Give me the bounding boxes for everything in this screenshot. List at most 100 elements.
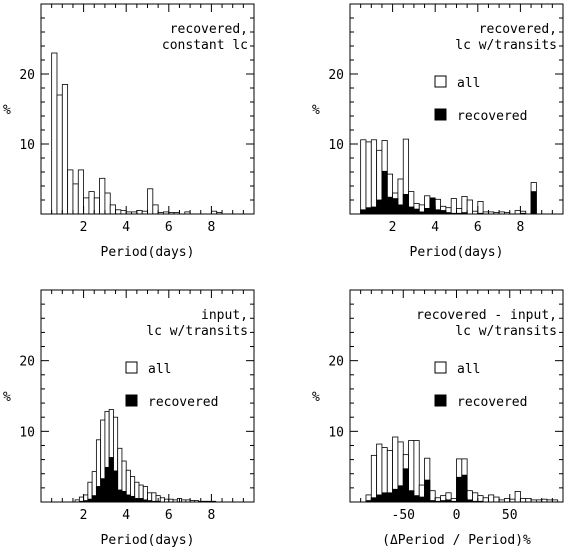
bar bbox=[381, 170, 388, 215]
legend-swatch bbox=[434, 108, 447, 121]
bar bbox=[104, 192, 111, 215]
legend-swatch bbox=[125, 361, 138, 374]
x-tick-label: 2 bbox=[80, 220, 88, 235]
panel-annotation: recovered, bbox=[170, 22, 248, 37]
bar bbox=[51, 52, 58, 215]
bar bbox=[488, 494, 495, 503]
bar bbox=[83, 197, 90, 215]
bar bbox=[370, 139, 378, 215]
bar bbox=[530, 191, 537, 215]
y-tick-label: 10 bbox=[328, 425, 344, 440]
bar bbox=[138, 498, 144, 503]
bar bbox=[504, 498, 511, 503]
y-tick-label: 10 bbox=[19, 425, 35, 440]
bar bbox=[477, 200, 484, 215]
bar bbox=[413, 495, 420, 503]
legend-label: all bbox=[457, 76, 480, 91]
panel-p1: 2 4 6 8 10 20 Period(days)% recovered,constant … bbox=[3, 3, 255, 260]
bar bbox=[397, 204, 404, 215]
panel-annotation: lc w/transits bbox=[455, 38, 557, 53]
x-tick-label: 8 bbox=[207, 508, 215, 523]
legend-swatch bbox=[434, 361, 447, 374]
panel-p4: -50 0 50 10 20 (ΔPeriod / Period)%% recovered … bbox=[312, 289, 564, 548]
bar bbox=[136, 210, 143, 215]
x-tick-label: 6 bbox=[165, 220, 173, 235]
bar bbox=[429, 197, 436, 215]
bar bbox=[72, 183, 79, 215]
y-tick-label: 20 bbox=[328, 355, 344, 370]
bar bbox=[381, 492, 388, 503]
bar bbox=[466, 199, 473, 215]
bar bbox=[120, 210, 127, 215]
x-tick-label: 2 bbox=[389, 220, 397, 235]
bar bbox=[360, 139, 367, 215]
bar bbox=[370, 454, 378, 503]
bar bbox=[365, 141, 372, 215]
bar bbox=[365, 207, 372, 215]
bar bbox=[360, 209, 367, 215]
legend-label: all bbox=[148, 362, 171, 377]
bar bbox=[493, 496, 500, 503]
x-tick-label: -50 bbox=[392, 508, 415, 523]
legend-label: all bbox=[457, 362, 480, 377]
bar bbox=[95, 486, 102, 503]
legend-swatch bbox=[434, 394, 447, 407]
bar bbox=[413, 440, 420, 503]
y-tick-label: 20 bbox=[328, 68, 344, 83]
legend-swatch bbox=[125, 394, 138, 407]
bar bbox=[386, 492, 393, 503]
series-histogram bbox=[51, 52, 223, 215]
bar bbox=[376, 199, 383, 215]
panel-annotation: constant lc bbox=[162, 38, 248, 53]
bar bbox=[514, 210, 521, 215]
panel-annotation: lc w/transits bbox=[455, 324, 557, 339]
panel-annotation: recovered, bbox=[479, 22, 557, 37]
panel-annotation: lc w/transits bbox=[146, 324, 248, 339]
bar bbox=[434, 209, 441, 215]
panel-p3: 2 4 6 8 10 20 Period(days)% input,lc w/transits… bbox=[3, 289, 255, 548]
bar bbox=[151, 492, 157, 503]
bar bbox=[408, 490, 415, 503]
bar bbox=[130, 495, 136, 503]
bar bbox=[376, 443, 383, 503]
bar bbox=[125, 494, 131, 503]
x-tick-label: 6 bbox=[474, 220, 482, 235]
x-axis-label: Period(days) bbox=[410, 245, 504, 260]
y-axis-label: % bbox=[312, 390, 320, 405]
bar bbox=[424, 479, 431, 503]
bar bbox=[370, 497, 378, 503]
bar bbox=[424, 207, 431, 215]
bar bbox=[113, 470, 119, 503]
bar bbox=[100, 478, 106, 503]
bar bbox=[147, 188, 154, 215]
bar bbox=[370, 206, 378, 215]
bar bbox=[117, 489, 123, 503]
bar bbox=[456, 476, 463, 503]
x-tick-label: 4 bbox=[431, 220, 439, 235]
bar bbox=[450, 198, 457, 215]
x-axis-label: Period(days) bbox=[101, 533, 195, 548]
x-axis-label: (ΔPeriod / Period)% bbox=[382, 533, 531, 548]
bar bbox=[397, 485, 404, 503]
bar bbox=[461, 474, 468, 503]
legend-label: recovered bbox=[457, 395, 527, 410]
x-tick-label: 4 bbox=[122, 220, 130, 235]
bar bbox=[67, 169, 74, 215]
bar bbox=[402, 468, 409, 503]
bar bbox=[109, 204, 116, 215]
x-tick-label: 4 bbox=[122, 508, 130, 523]
bar bbox=[99, 177, 106, 215]
legend-label: recovered bbox=[148, 395, 218, 410]
x-axis-label: Period(days) bbox=[101, 245, 195, 260]
panel-annotation: recovered - input, bbox=[416, 308, 557, 323]
bar bbox=[159, 497, 165, 503]
y-tick-label: 20 bbox=[19, 355, 35, 370]
bar bbox=[472, 492, 479, 503]
bar bbox=[121, 490, 127, 503]
bar bbox=[376, 494, 383, 503]
y-tick-label: 20 bbox=[19, 68, 35, 83]
bar bbox=[108, 457, 114, 503]
panel-annotation: input, bbox=[201, 308, 248, 323]
x-tick-label: 6 bbox=[165, 508, 173, 523]
